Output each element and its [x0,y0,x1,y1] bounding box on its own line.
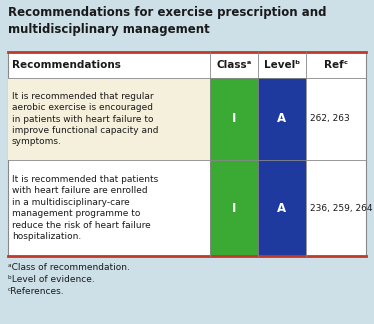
Text: ᵃClass of recommendation.: ᵃClass of recommendation. [8,263,130,272]
Text: I: I [232,202,236,214]
Text: Refᶜ: Refᶜ [324,60,348,70]
Bar [210,160,258,256]
Text: Recommendations: Recommendations [12,60,121,70]
Text: 236, 259, 264: 236, 259, 264 [310,203,373,213]
Text: ᶜReferences.: ᶜReferences. [8,287,65,296]
Bar [210,78,258,160]
Bar [258,160,306,256]
Text: 262, 263: 262, 263 [310,114,350,123]
Text: Recommendations for exercise prescription and
multidisciplinary management: Recommendations for exercise prescriptio… [8,6,327,36]
Bar [8,78,210,160]
Text: ᵇLevel of evidence.: ᵇLevel of evidence. [8,275,95,284]
Text: Classᵃ: Classᵃ [216,60,252,70]
Text: A: A [278,112,286,125]
Text: A: A [278,202,286,214]
Text: It is recommended that regular
aerobic exercise is encouraged
in patients with h: It is recommended that regular aerobic e… [12,92,159,146]
Text: Levelᵇ: Levelᵇ [264,60,300,70]
Bar [8,52,366,256]
Text: It is recommended that patients
with heart failure are enrolled
in a multidiscip: It is recommended that patients with hea… [12,175,158,241]
Bar [258,78,306,160]
Text: I: I [232,112,236,125]
